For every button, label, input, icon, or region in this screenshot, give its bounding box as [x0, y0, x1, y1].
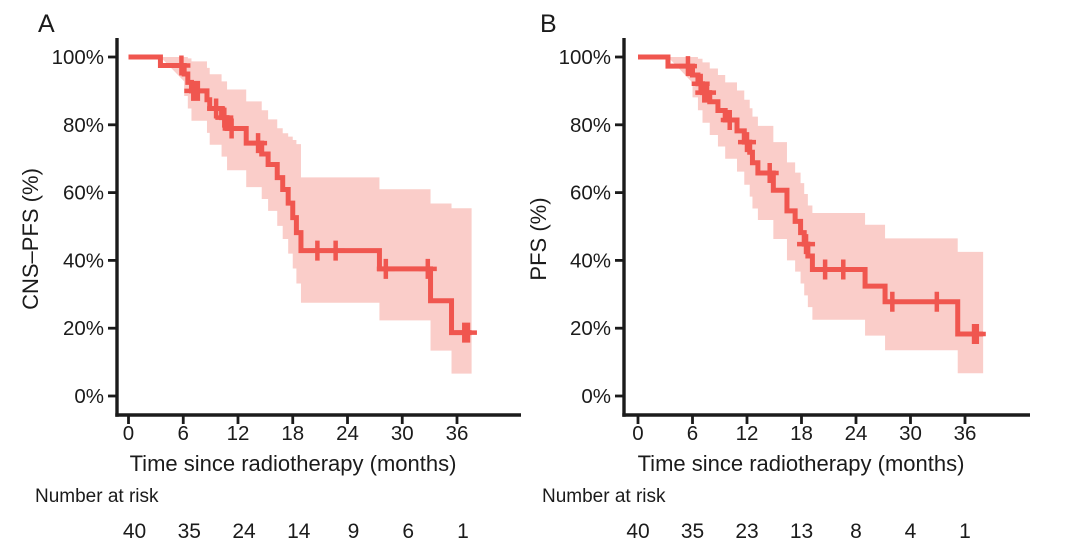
risk-count: 35 [178, 520, 201, 543]
y-tick-label: 80% [570, 114, 611, 137]
x-axis-title-b: Time since radiotherapy (months) [637, 451, 965, 476]
y-tick-label: 100% [52, 46, 104, 69]
risk-count: 13 [790, 520, 813, 543]
y-tick-label: 100% [559, 46, 611, 69]
risk-count: 40 [123, 520, 146, 543]
y-tick-label: 0% [74, 385, 104, 408]
risk-count: 6 [402, 520, 414, 543]
y-tick-label: 80% [63, 114, 104, 137]
risk-count: 9 [348, 520, 360, 543]
x-tick-label: 18 [281, 422, 304, 445]
x-tick-label: 30 [391, 422, 414, 445]
number-at-risk-label-b: Number at risk [542, 486, 666, 507]
risk-count: 1 [457, 520, 469, 543]
x-tick-label: 18 [790, 422, 813, 445]
y-tick-label: 60% [570, 182, 611, 205]
y-tick-label: 20% [570, 317, 611, 340]
risk-count: 40 [626, 520, 649, 543]
risk-count: 35 [681, 520, 704, 543]
risk-count: 1 [959, 520, 971, 543]
y-tick-label: 40% [570, 249, 611, 272]
x-tick-label: 24 [845, 422, 868, 445]
x-axis-title-a: Time since radiotherapy (months) [129, 451, 457, 476]
x-tick-label: 30 [899, 422, 922, 445]
y-axis-title-a: CNS–PFS (%) [18, 168, 43, 310]
censor-marks [678, 56, 986, 344]
confidence-band [667, 57, 984, 374]
x-tick-label: 6 [687, 422, 698, 445]
x-tick-label: 6 [178, 422, 189, 445]
x-tick-label: 0 [632, 422, 643, 445]
risk-count: 8 [850, 520, 862, 543]
y-tick-label: 60% [63, 182, 104, 205]
y-axis-title-b: PFS (%) [526, 197, 551, 281]
number-at-risk-label-a: Number at risk [35, 486, 159, 507]
risk-count: 23 [735, 520, 758, 543]
y-tick-label: 40% [63, 249, 104, 272]
risk-count: 24 [232, 520, 256, 543]
risk-count: 14 [287, 520, 311, 543]
y-tick-label: 20% [63, 317, 104, 340]
x-tick-label: 12 [227, 422, 250, 445]
panel-label-a: A [38, 10, 55, 38]
x-tick-label: 36 [954, 422, 977, 445]
x-tick-label: 36 [446, 422, 469, 445]
x-tick-label: 24 [336, 422, 359, 445]
risk-count: 4 [905, 520, 917, 543]
panel-label-b: B [540, 10, 557, 38]
x-tick-label: 12 [736, 422, 759, 445]
y-tick-label: 0% [581, 385, 611, 408]
x-tick-label: 0 [123, 422, 134, 445]
censor-marks [172, 55, 477, 343]
confidence-band [160, 57, 472, 374]
